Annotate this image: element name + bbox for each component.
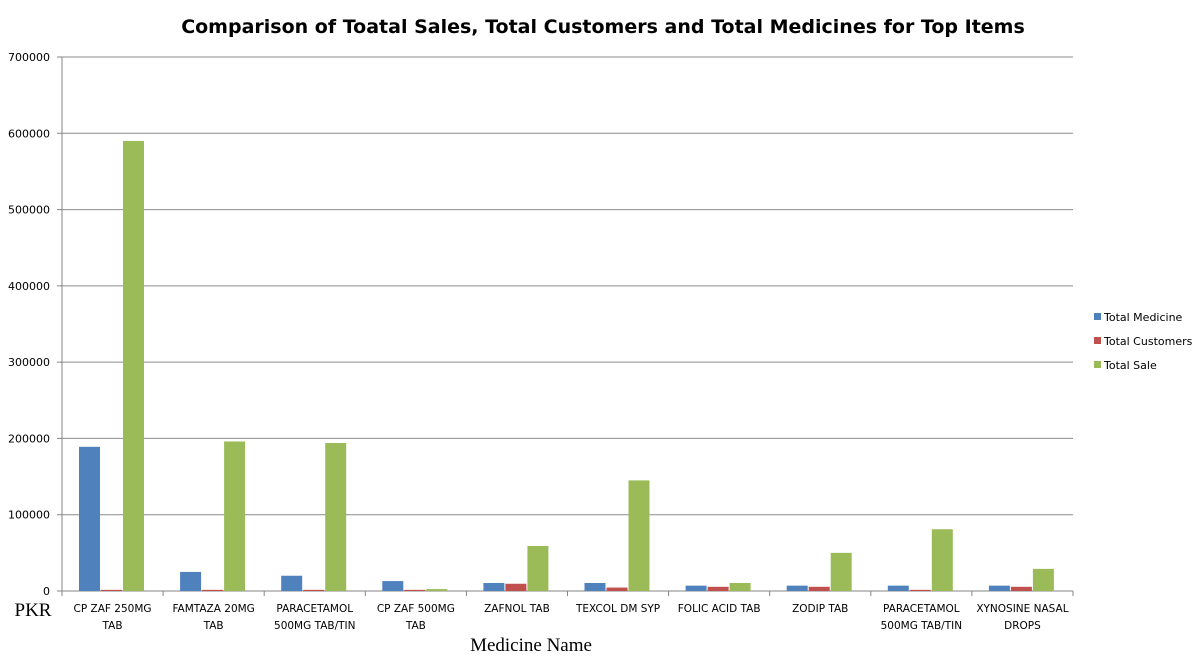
- x-tick-label-line: 500MG TAB/TIN: [881, 620, 962, 632]
- x-tick-label: FOLIC ACID TAB: [678, 603, 761, 615]
- x-tick-label: PARACETAMOL 500MG TAB/TIN: [881, 603, 962, 632]
- bar-total-medicine: [786, 585, 808, 591]
- bar-total-customers: [303, 589, 325, 591]
- x-tick-label-line: FOLIC ACID TAB: [678, 603, 761, 615]
- x-tick-label-line: XYNOSINE NASAL: [976, 603, 1068, 615]
- bar-total-sale: [729, 582, 751, 591]
- x-tick-label: XYNOSINE NASAL DROPS: [976, 603, 1068, 632]
- x-tick-label: ZAFNOL TAB: [484, 603, 550, 615]
- legend-entry: Total Medicine: [1103, 311, 1183, 324]
- y-tick-label: 0: [43, 585, 50, 598]
- bar-total-medicine: [79, 446, 100, 591]
- bar-total-medicine: [180, 571, 202, 591]
- x-tick-label-line: TAB: [102, 620, 123, 632]
- y-tick-label: 100000: [8, 509, 50, 522]
- bar-total-sale: [123, 140, 144, 591]
- y-tick-label: 600000: [8, 127, 50, 140]
- bar-total-medicine: [281, 575, 303, 591]
- x-tick-label-line: ZODIP TAB: [792, 603, 848, 615]
- x-tick-label-line: CP ZAF 250MG: [74, 603, 152, 615]
- bar-total-customers: [707, 586, 729, 591]
- legend-swatch: [1094, 337, 1101, 344]
- legend-entry: Total Customers: [1103, 335, 1193, 348]
- bar-total-sale: [426, 589, 448, 591]
- bar-total-customers: [606, 587, 628, 591]
- bars: [79, 140, 1054, 591]
- legend: Total Medicine Total Customers Total Sale: [1094, 311, 1193, 372]
- bar-total-sale: [325, 443, 347, 591]
- x-tick-label-line: TAB: [203, 620, 224, 632]
- x-tick-label: CP ZAF 500MG TAB: [377, 603, 455, 632]
- legend-swatch: [1094, 361, 1101, 368]
- y-tick-label: 200000: [8, 432, 50, 445]
- bar-total-customers: [808, 586, 830, 591]
- bar-total-medicine: [988, 585, 1010, 591]
- x-tick-label-line: FAMTAZA 20MG: [172, 603, 254, 615]
- chart-title: Comparison of Toatal Sales, Total Custom…: [181, 16, 1025, 38]
- x-tick-label-line: TAB: [405, 620, 426, 632]
- y-tick-label: 400000: [8, 280, 50, 293]
- y-axis-label: PKR: [15, 600, 52, 621]
- bar-total-medicine: [685, 585, 707, 591]
- bar-total-medicine: [382, 581, 404, 591]
- x-tick-label: ZODIP TAB: [792, 603, 848, 615]
- bar-total-customers: [202, 589, 224, 591]
- x-tick-label: TEXCOL DM SYP: [575, 603, 660, 615]
- x-tick-label: CP ZAF 250MG TAB: [74, 603, 152, 632]
- bar-total-sale: [224, 441, 246, 591]
- bar-total-customers: [909, 589, 931, 591]
- bar-total-sale: [1032, 568, 1054, 591]
- bar-total-medicine: [483, 582, 505, 591]
- bar-total-sale: [830, 552, 852, 591]
- x-tick-label-line: 500MG TAB/TIN: [274, 620, 355, 632]
- x-tick-label-line: DROPS: [1004, 620, 1041, 632]
- x-tick-label-line: CP ZAF 500MG: [377, 603, 455, 615]
- bar-total-customers: [505, 583, 527, 591]
- bar-total-sale: [527, 545, 549, 591]
- x-axis: CP ZAF 250MG TAB FAMTAZA 20MG TAB PARACETAMO…: [61, 591, 1074, 632]
- x-axis-label: Medicine Name: [470, 635, 592, 656]
- bar-total-customers: [1010, 586, 1032, 591]
- x-tick-label: FAMTAZA 20MG TAB: [172, 603, 254, 632]
- bar-total-medicine: [584, 582, 606, 591]
- y-tick-label: 700000: [8, 51, 50, 64]
- y-axis: 0 100000 200000 300000 400000 500000 600000 700…: [8, 51, 63, 598]
- x-tick-label-line: PARACETAMOL: [883, 603, 960, 615]
- legend-entry: Total Sale: [1103, 359, 1157, 372]
- bar-total-sale: [628, 480, 650, 591]
- x-tick-label: PARACETAMOL 500MG TAB/TIN: [274, 603, 355, 632]
- bar-total-customers: [101, 589, 122, 591]
- legend-swatch: [1094, 313, 1101, 320]
- x-tick-label-line: PARACETAMOL: [276, 603, 353, 615]
- bar-total-medicine: [887, 585, 909, 591]
- bar-total-customers: [404, 589, 426, 591]
- y-tick-label: 300000: [8, 356, 50, 369]
- x-tick-label-line: TEXCOL DM SYP: [575, 603, 660, 615]
- gridlines: [62, 56, 1073, 592]
- x-tick-label-line: ZAFNOL TAB: [484, 603, 550, 615]
- bar-total-sale: [931, 529, 953, 591]
- y-tick-label: 500000: [8, 204, 50, 217]
